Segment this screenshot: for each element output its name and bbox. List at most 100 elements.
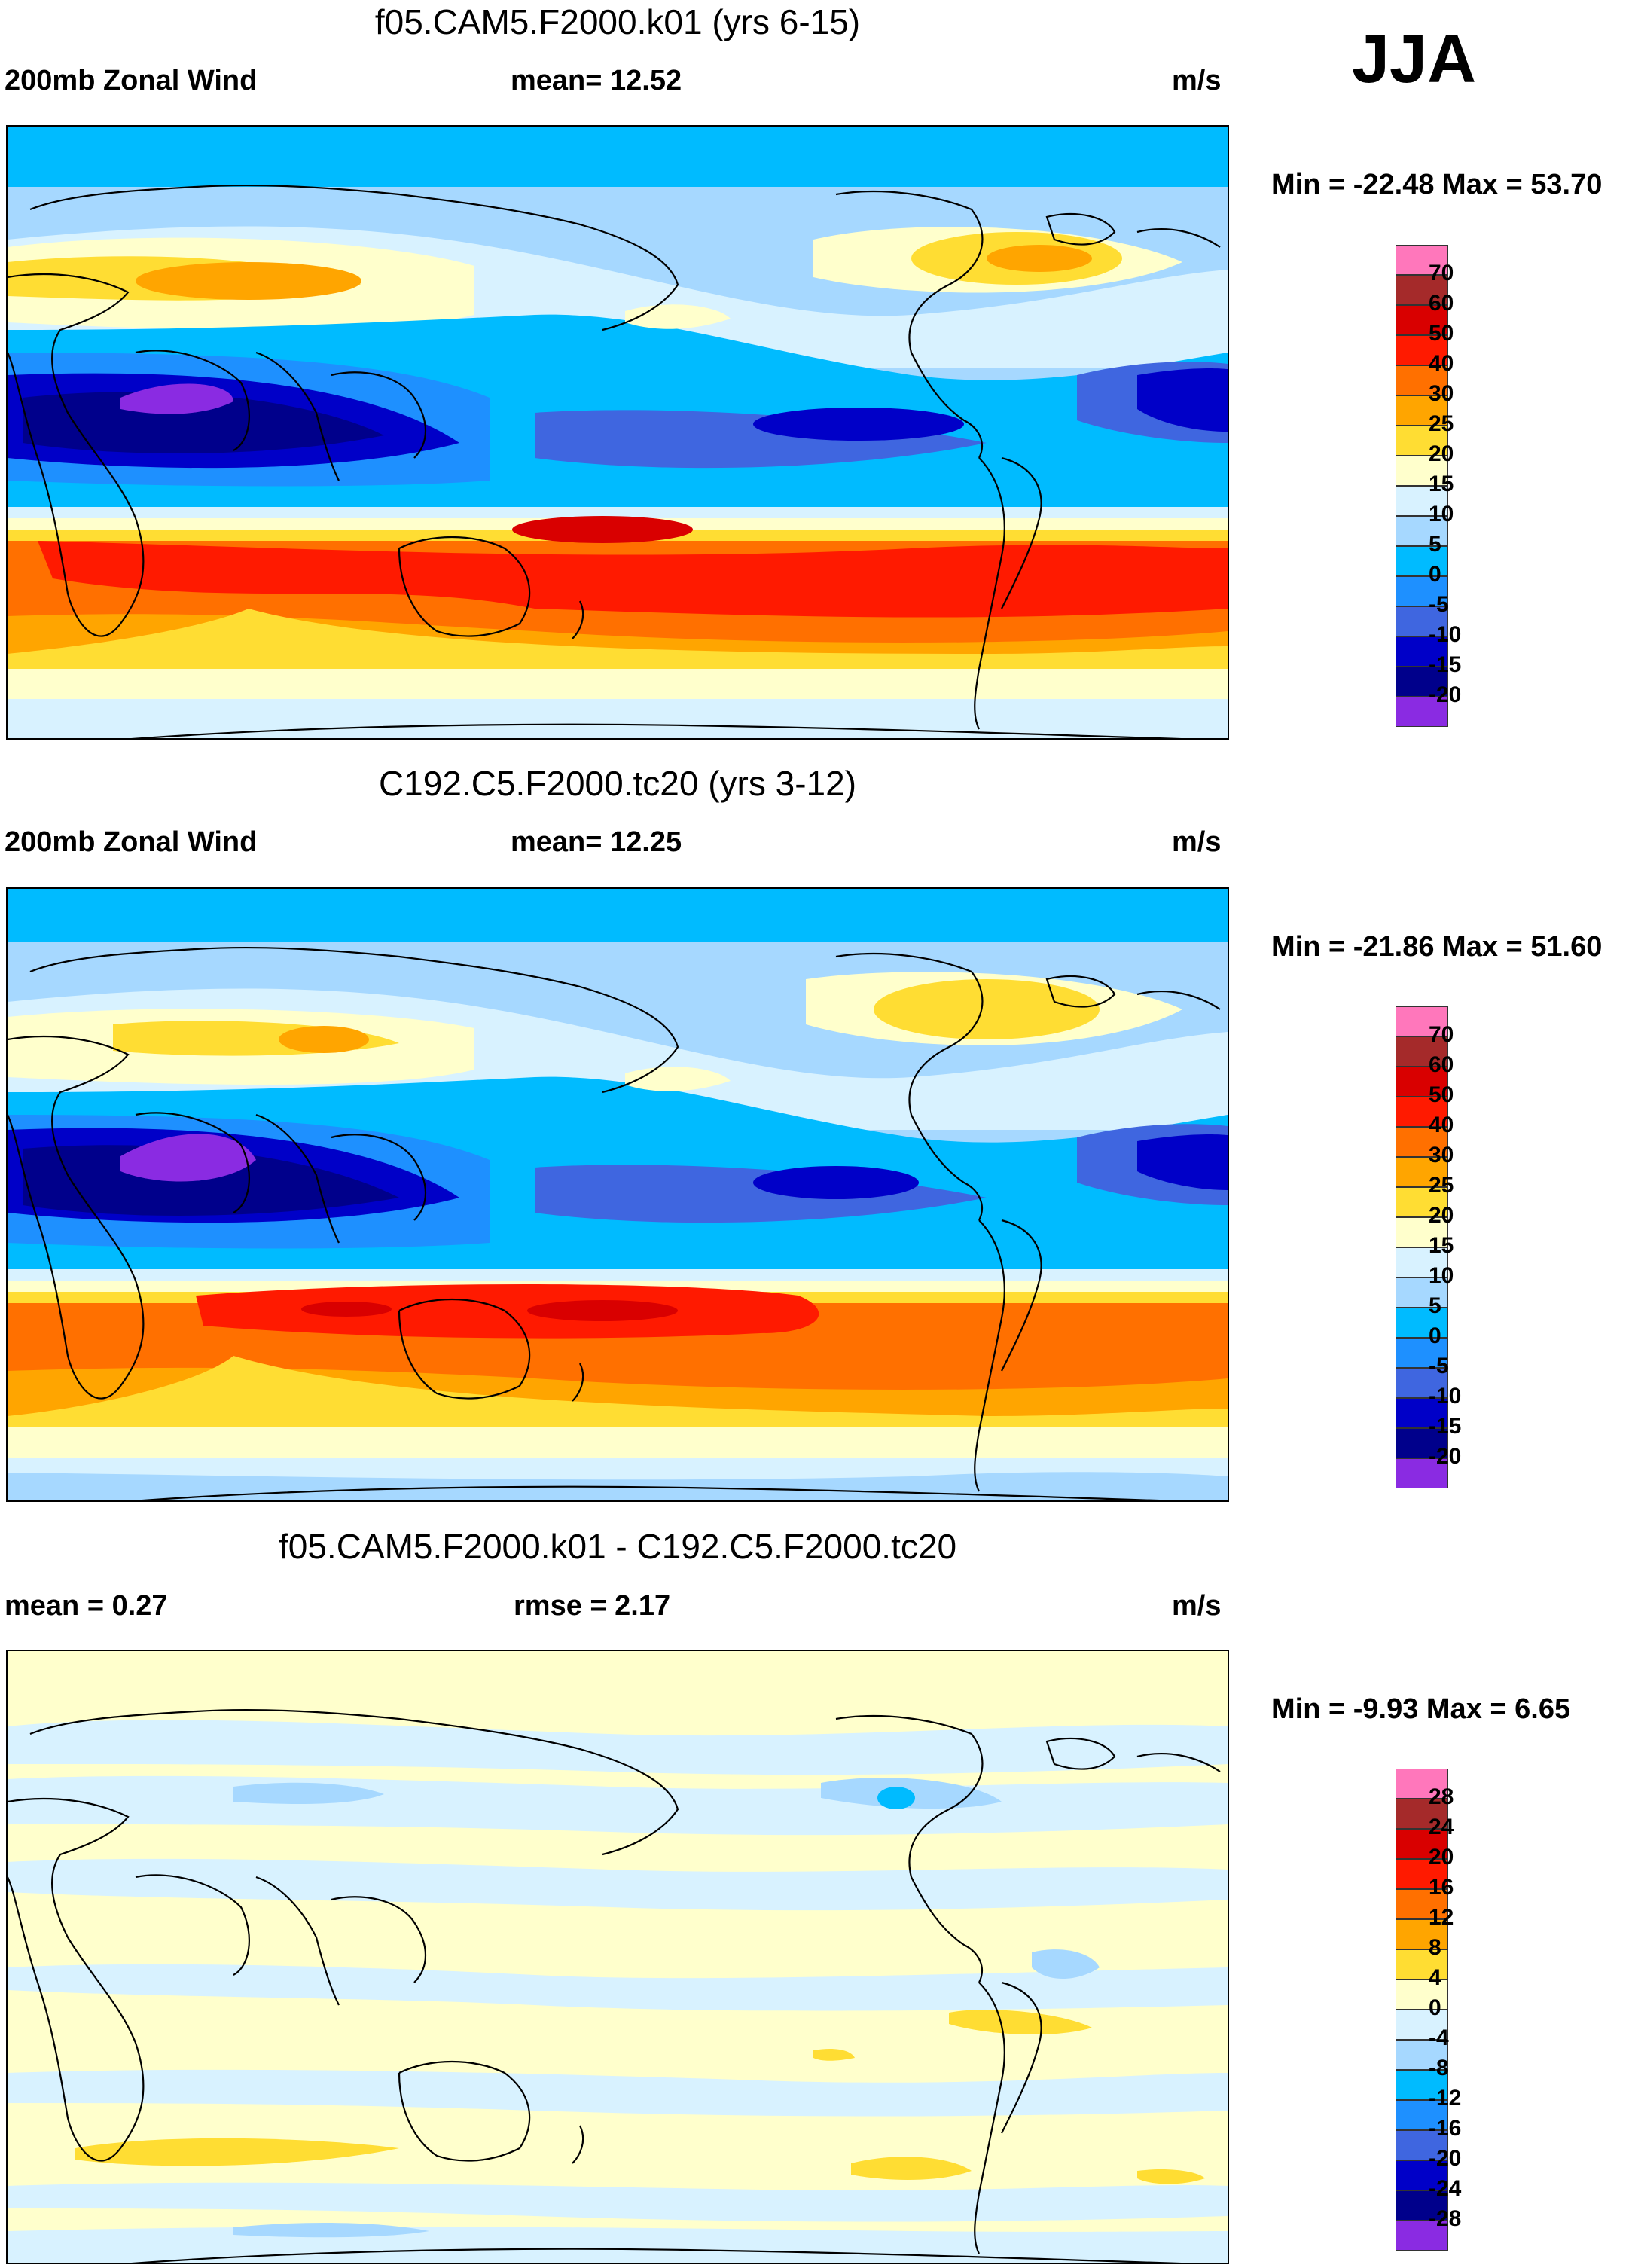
panel3-colorbar-swatch bbox=[1396, 1949, 1448, 1980]
panel2-colorbar-swatch bbox=[1396, 1458, 1448, 1488]
panel1-colorbar-swatch bbox=[1396, 456, 1448, 486]
panel3-colorbar-label: -28 bbox=[1429, 2206, 1462, 2231]
panel2-colorbar-label: 15 bbox=[1429, 1233, 1454, 1258]
panel1-colorbar-swatch bbox=[1396, 486, 1448, 516]
panel1-colorbar-label: 5 bbox=[1429, 532, 1441, 557]
panel1-colorbar-label: 25 bbox=[1429, 411, 1454, 436]
panel3-colorbar-swatch bbox=[1396, 2070, 1448, 2100]
panel2-colorbar-swatch bbox=[1396, 1308, 1448, 1338]
panel3-colorbar-label: 8 bbox=[1429, 1935, 1441, 1960]
panel1-colorbar-swatch bbox=[1396, 365, 1448, 395]
panel1-colorbar-label: 60 bbox=[1429, 291, 1454, 316]
panel3-colorbar-swatch bbox=[1396, 2100, 1448, 2130]
panel2-colorbar-swatch bbox=[1396, 1398, 1448, 1428]
panel1-colorbar bbox=[1396, 245, 1448, 727]
panel3-coastlines bbox=[8, 1708, 1221, 2263]
panel2-coastlines bbox=[8, 946, 1221, 1500]
panel2-colorbar-label: 0 bbox=[1429, 1323, 1441, 1348]
panel3-colorbar-swatch bbox=[1396, 1769, 1448, 1799]
panel2-colorbar-swatch bbox=[1396, 1368, 1448, 1398]
panel3-units-label: m/s bbox=[1172, 1590, 1222, 1622]
panel1-coastlines bbox=[8, 184, 1221, 738]
panel2-colorbar-label: 70 bbox=[1429, 1022, 1454, 1047]
panel3-colorbar-label: 16 bbox=[1429, 1875, 1454, 1900]
panel2-colorbar-swatch bbox=[1396, 1127, 1448, 1157]
panel2-colorbar-swatch bbox=[1396, 1338, 1448, 1368]
panel1-colorbar-label: 30 bbox=[1429, 381, 1454, 406]
panel3-colorbar-label: 28 bbox=[1429, 1784, 1454, 1809]
panel1-variable-label: 200mb Zonal Wind bbox=[5, 65, 258, 96]
panel3-colorbar-swatch bbox=[1396, 1799, 1448, 1829]
panel3-colorbar-swatch bbox=[1396, 2040, 1448, 2070]
panel1-units-label: m/s bbox=[1172, 65, 1222, 96]
panel2-colorbar-label: 5 bbox=[1429, 1293, 1441, 1318]
panel3-colorbar-label: 20 bbox=[1429, 1845, 1454, 1870]
panel2-colorbar-swatch bbox=[1396, 1217, 1448, 1247]
panel1-colorbar-swatch bbox=[1396, 546, 1448, 576]
panel2-colorbar-swatch bbox=[1396, 1247, 1448, 1277]
panel2-variable-label: 200mb Zonal Wind bbox=[5, 826, 258, 858]
panel2-colorbar-swatch bbox=[1396, 1067, 1448, 1097]
panel3-colorbar-swatch bbox=[1396, 2160, 1448, 2190]
panel2-colorbar-label: 60 bbox=[1429, 1052, 1454, 1077]
panel2-colorbar-swatch bbox=[1396, 1036, 1448, 1067]
panel3-colorbar-swatch bbox=[1396, 2130, 1448, 2160]
panel2-min-max: Min = -21.86 Max = 51.60 bbox=[1271, 931, 1603, 963]
panel1-colorbar-label: -10 bbox=[1429, 622, 1462, 647]
panel1-title: f05.CAM5.F2000.k01 (yrs 6-15) bbox=[374, 2, 861, 41]
panel2-colorbar-label: 50 bbox=[1429, 1082, 1454, 1107]
panel1-colorbar-label: -15 bbox=[1429, 652, 1462, 677]
panel2-colorbar-label: -20 bbox=[1429, 1444, 1462, 1469]
panel1-colorbar-label: 15 bbox=[1429, 472, 1454, 496]
panel2-wind-field bbox=[8, 889, 1228, 1500]
panel1-colorbar-swatch bbox=[1396, 275, 1448, 305]
panel1-colorbar-swatch bbox=[1396, 426, 1448, 456]
panel2-colorbar-swatch bbox=[1396, 1006, 1448, 1036]
panel1-colorbar-swatch bbox=[1396, 335, 1448, 365]
panel1-mean-label: mean= 12.52 bbox=[511, 65, 682, 96]
panel3-colorbar-swatch bbox=[1396, 1859, 1448, 1889]
panel2-colorbar-label: -5 bbox=[1429, 1354, 1449, 1378]
panel1-colorbar-swatch bbox=[1396, 697, 1448, 727]
panel3-map-svg bbox=[8, 1651, 1228, 2263]
panel2-colorbar bbox=[1396, 1006, 1448, 1488]
panel2-map-svg bbox=[8, 889, 1228, 1500]
panel2-colorbar-swatch bbox=[1396, 1097, 1448, 1127]
panel1-colorbar-label: 40 bbox=[1429, 351, 1454, 376]
panel2-colorbar-swatch bbox=[1396, 1157, 1448, 1187]
panel3-colorbar-swatch bbox=[1396, 2010, 1448, 2040]
panel2-colorbar-swatch bbox=[1396, 1277, 1448, 1308]
panel1-colorbar-swatch bbox=[1396, 667, 1448, 697]
panel3-min-max: Min = -9.93 Max = 6.65 bbox=[1271, 1693, 1571, 1725]
panel3-colorbar-label: -24 bbox=[1429, 2176, 1462, 2201]
panel3-colorbar-swatch bbox=[1396, 1889, 1448, 1919]
panel1-colorbar-label: 0 bbox=[1429, 562, 1441, 587]
panel1-wind-field bbox=[8, 127, 1228, 738]
panel1-colorbar-label: 70 bbox=[1429, 261, 1454, 285]
panel1-colorbar-swatch bbox=[1396, 636, 1448, 667]
panel1-colorbar-swatch bbox=[1396, 606, 1448, 636]
panel2-colorbar-label: -15 bbox=[1429, 1414, 1462, 1439]
panel1-colorbar-label: 20 bbox=[1429, 441, 1454, 466]
panel1-colorbar-label: 50 bbox=[1429, 321, 1454, 346]
panel2-units-label: m/s bbox=[1172, 826, 1222, 858]
panel2-colorbar-label: 20 bbox=[1429, 1203, 1454, 1228]
panel3-difference-field bbox=[8, 1651, 1228, 2263]
panel3-colorbar-label: -8 bbox=[1429, 2056, 1449, 2080]
panel2-colorbar-label: 25 bbox=[1429, 1173, 1454, 1198]
panel1-colorbar-label: -20 bbox=[1429, 682, 1462, 707]
panel3-colorbar-label: -4 bbox=[1429, 2025, 1449, 2050]
panel3-colorbar-swatch bbox=[1396, 2221, 1448, 2251]
panel1-colorbar-label: -5 bbox=[1429, 592, 1449, 617]
panel3-colorbar-swatch bbox=[1396, 2190, 1448, 2221]
panel3-colorbar-swatch bbox=[1396, 1829, 1448, 1859]
panel3-colorbar-label: -12 bbox=[1429, 2086, 1462, 2111]
panel3-colorbar-label: 0 bbox=[1429, 1995, 1441, 2020]
panel3-mean-label: mean = 0.27 bbox=[5, 1590, 168, 1622]
season-label: JJA bbox=[1352, 22, 1477, 97]
panel1-colorbar-swatch bbox=[1396, 395, 1448, 426]
panel2-colorbar-swatch bbox=[1396, 1428, 1448, 1458]
panel3-colorbar-label: 4 bbox=[1429, 1965, 1441, 1990]
panel1-colorbar-swatch bbox=[1396, 245, 1448, 275]
panel1-map-svg bbox=[8, 127, 1228, 738]
